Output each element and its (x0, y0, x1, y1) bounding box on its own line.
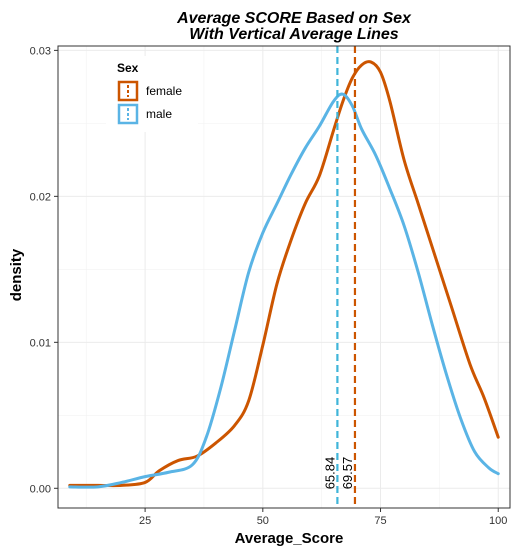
y-axis: 0.00 0.01 0.02 0.03 (30, 45, 58, 495)
y-tick-label: 0.01 (30, 337, 51, 349)
y-tick-label: 0.02 (30, 191, 51, 203)
legend-label-female: female (146, 84, 182, 98)
density-line-male (68, 92, 500, 489)
average-lines (336, 46, 357, 508)
x-tick-label: 50 (257, 515, 269, 527)
legend-label-male: male (146, 107, 172, 121)
legend: Sex female male (106, 56, 198, 132)
x-axis: 25 50 75 100 (139, 508, 507, 527)
chart-subtitle: With Vertical Average Lines (189, 26, 399, 43)
y-tick-label: 0.03 (30, 45, 51, 57)
average-label-male: 65.84 (322, 457, 337, 490)
y-axis-title: density (8, 248, 25, 301)
x-tick-label: 75 (374, 515, 386, 527)
chart-title: Average SCORE Based on Sex (176, 10, 412, 27)
legend-title: Sex (117, 61, 139, 75)
x-tick-label: 100 (489, 515, 507, 527)
x-tick-label: 25 (139, 515, 151, 527)
density-line-female (68, 60, 500, 488)
average-labels: 65.84 69.57 (322, 457, 355, 490)
panel-border (57, 45, 511, 509)
series-layer (68, 60, 500, 489)
x-axis-title: Average_Score (235, 530, 344, 547)
y-tick-label: 0.00 (30, 483, 51, 495)
average-label-female: 69.57 (340, 457, 355, 490)
